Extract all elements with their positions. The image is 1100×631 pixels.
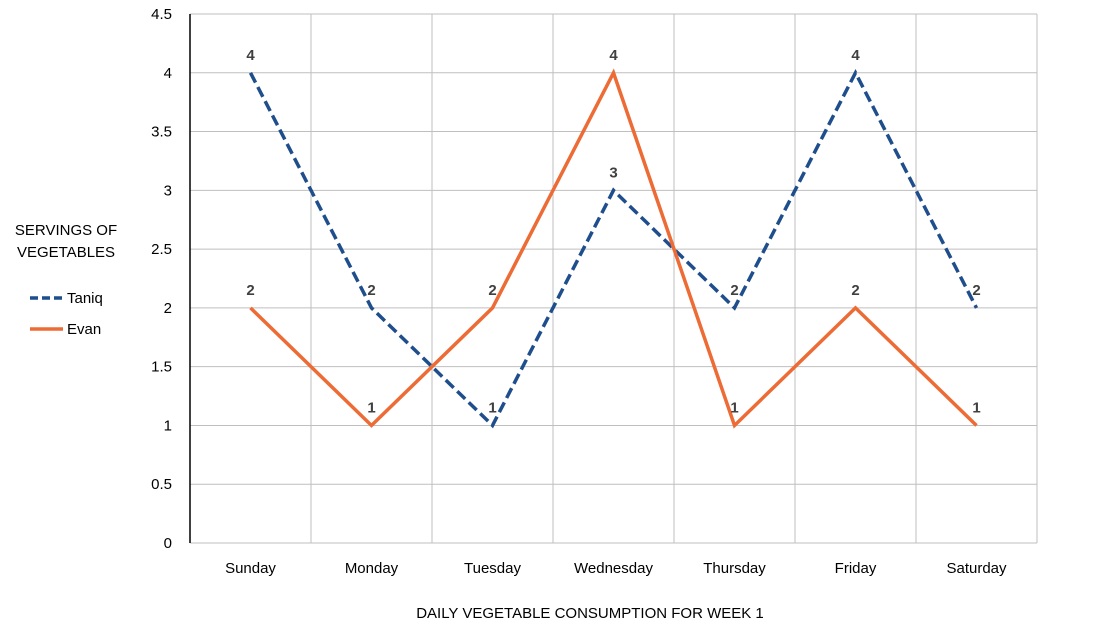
x-tick-label: Tuesday [464, 560, 521, 577]
x-tick-label: Friday [835, 560, 877, 577]
data-label-taniq: 4 [851, 47, 860, 64]
x-axis-ticks: Sunday Monday Tuesday Wednesday Thursday Frid… [225, 560, 1007, 577]
y-tick-label: 2.5 [151, 241, 172, 258]
data-label-evan: 1 [367, 399, 375, 416]
data-label-evan: 2 [246, 282, 254, 299]
x-tick-label: Wednesday [574, 560, 653, 577]
data-label-evan: 2 [488, 282, 496, 299]
data-label-taniq: 2 [972, 282, 980, 299]
data-label-taniq: 1 [488, 399, 496, 416]
y-tick-label: 0.5 [151, 476, 172, 493]
legend: Taniq Evan [30, 290, 103, 338]
series-lines [248, 68, 979, 429]
y-axis-label-line-2: VEGETABLES [17, 244, 115, 261]
data-label-evan: 1 [972, 399, 980, 416]
grid [189, 13, 1038, 544]
x-tick-label: Sunday [225, 560, 276, 577]
data-labels: 4 2 1 3 2 4 2 2 1 2 4 1 2 1 [246, 47, 980, 417]
y-axis-label-line-1: SERVINGS OF [15, 222, 117, 239]
data-label-taniq: 2 [367, 282, 375, 299]
data-label-evan: 4 [609, 47, 618, 64]
series-line-evan [249, 68, 978, 429]
y-tick-label: 0 [164, 535, 172, 552]
data-label-evan: 2 [851, 282, 859, 299]
y-tick-label: 4.5 [151, 6, 172, 23]
x-tick-label: Saturday [946, 560, 1007, 577]
y-tick-label: 4 [164, 65, 172, 82]
x-axis-label: DAILY VEGETABLE CONSUMPTION FOR WEEK 1 [416, 605, 764, 622]
y-tick-label: 3 [164, 182, 172, 199]
data-label-taniq: 4 [246, 47, 255, 64]
y-tick-label: 3.5 [151, 124, 172, 141]
y-axis-ticks: 0 0.5 1 1.5 2 2.5 3 3.5 4 4.5 [151, 6, 172, 552]
data-label-taniq: 3 [609, 164, 617, 181]
series-line-taniq [248, 68, 979, 429]
legend-label-evan: Evan [67, 321, 101, 338]
data-label-evan: 1 [730, 399, 738, 416]
y-tick-label: 2 [164, 300, 172, 317]
data-label-taniq: 2 [730, 282, 738, 299]
legend-label-taniq: Taniq [67, 290, 103, 307]
x-tick-label: Monday [345, 560, 399, 577]
y-tick-label: 1.5 [151, 359, 172, 376]
x-tick-label: Thursday [703, 560, 766, 577]
y-tick-label: 1 [164, 417, 172, 434]
